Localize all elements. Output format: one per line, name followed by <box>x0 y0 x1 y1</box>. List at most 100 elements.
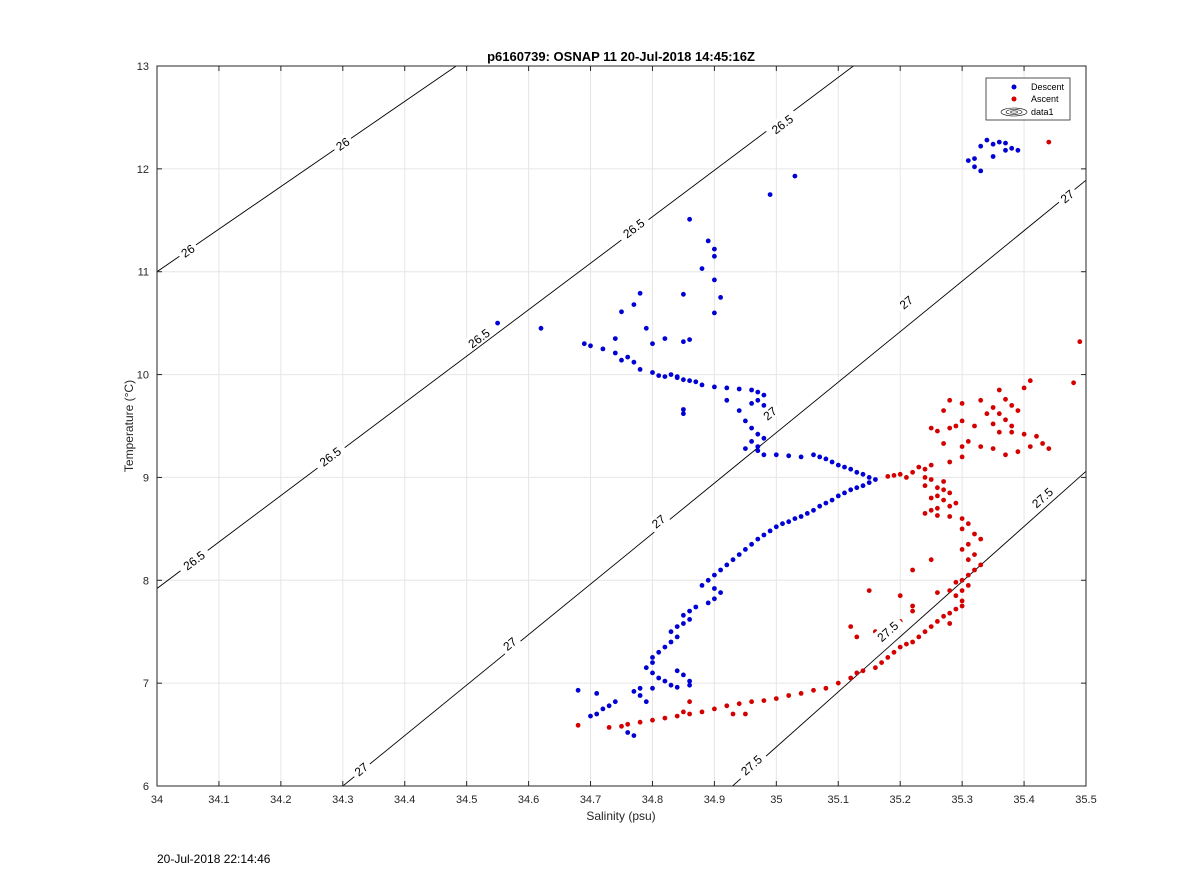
ascent-point <box>674 713 680 719</box>
descent-point <box>773 524 779 530</box>
footer-timestamp: 20-Jul-2018 22:14:46 <box>157 852 271 866</box>
contour-label-bg <box>1024 480 1060 514</box>
contour-label-bg <box>175 544 212 576</box>
descent-point <box>643 325 649 331</box>
ascent-point <box>953 593 959 599</box>
ascent-point <box>854 634 860 640</box>
descent-point <box>712 572 717 578</box>
ascent-point <box>687 699 692 705</box>
ascent-point <box>953 606 959 612</box>
ascent-point <box>873 665 878 671</box>
contour-legend-icon <box>1000 107 1028 117</box>
ascent-point <box>947 425 953 431</box>
descent-point <box>681 339 686 345</box>
x-tick-label: 35.2 <box>889 794 910 806</box>
ascent-point <box>965 572 971 578</box>
descent-point <box>767 192 773 198</box>
descent-point <box>848 487 854 493</box>
contour-label: 27 <box>893 290 918 314</box>
descent-point <box>637 685 643 691</box>
ascent-point <box>978 562 984 568</box>
x-tick-label: 34.1 <box>208 794 229 806</box>
descent-point <box>681 621 686 626</box>
x-tick-label: 34.6 <box>518 794 539 806</box>
descent-point <box>984 137 990 143</box>
descent-point <box>1015 147 1021 153</box>
descent-point <box>712 384 717 390</box>
ascent-point <box>972 552 977 557</box>
ascent-point <box>1046 139 1052 145</box>
descent-point <box>755 397 761 403</box>
descent-point <box>650 655 655 660</box>
legend-label-ascent: Ascent <box>1031 94 1059 104</box>
ascent-point <box>916 464 922 470</box>
contour-label-bg <box>1054 184 1079 208</box>
ascent-point <box>773 696 779 701</box>
ascent-point <box>860 668 866 674</box>
descent-point <box>600 706 606 712</box>
ascent-point <box>712 706 717 712</box>
descent-point <box>712 310 717 316</box>
x-tick-label: 34.9 <box>704 794 725 806</box>
ascent-point <box>879 660 884 665</box>
ascent-point <box>941 441 946 446</box>
descent-point <box>817 503 823 509</box>
descent-point <box>643 699 649 705</box>
descent-point <box>600 346 606 352</box>
descent-point <box>972 164 977 170</box>
descent-point <box>650 370 655 375</box>
descent-point <box>656 675 662 681</box>
ascent-point <box>935 485 940 491</box>
descent-point <box>699 266 705 271</box>
ascent-point <box>959 577 965 583</box>
contour-label: 27 <box>348 756 373 781</box>
ascent-point <box>637 719 643 725</box>
ascent-point <box>941 408 946 413</box>
descent-point <box>588 713 593 719</box>
descent-point <box>681 377 686 383</box>
ascent-point <box>823 685 829 691</box>
ascent-point <box>904 641 909 647</box>
ascent-point <box>681 709 686 715</box>
descent-point <box>724 385 730 391</box>
ascent-point <box>736 701 742 707</box>
descent-point <box>662 644 668 650</box>
descent-point <box>842 464 847 470</box>
ascent-point <box>947 397 953 403</box>
series-ascent <box>575 139 1083 730</box>
descent-point <box>662 678 668 684</box>
descent-point <box>712 596 717 602</box>
ascent-point <box>928 507 934 513</box>
descent-point <box>674 374 680 379</box>
descent-point <box>972 156 977 162</box>
descent-point <box>749 387 754 393</box>
descent-point <box>705 238 711 244</box>
descent-point <box>755 444 761 449</box>
contour-label-bg <box>645 509 671 533</box>
descent-point <box>650 341 655 347</box>
ascent-point <box>1015 408 1021 413</box>
descent-point <box>625 354 631 360</box>
descent-point <box>681 672 686 678</box>
descent-point <box>718 567 723 573</box>
descent-point <box>811 452 816 458</box>
ascent-point <box>1003 417 1008 423</box>
legend[interactable]: Descent Ascent data1 <box>985 77 1071 121</box>
descent-point <box>990 154 996 159</box>
y-tick-label: 11 <box>138 267 149 279</box>
descent-point <box>674 634 680 640</box>
ascent-point <box>959 526 965 532</box>
descent-point <box>681 407 686 412</box>
ascent-point <box>978 536 984 542</box>
ascent-point <box>848 675 854 681</box>
descent-point <box>724 562 730 568</box>
descent-point <box>650 685 655 691</box>
descent-point <box>854 469 860 475</box>
ascent-point <box>990 446 996 451</box>
descent-point <box>712 277 717 283</box>
contour-label: 27 <box>497 631 522 656</box>
ascent-point <box>1015 449 1021 455</box>
ascent-point <box>897 471 903 477</box>
legend-box <box>985 77 1071 121</box>
descent-point <box>712 586 717 591</box>
